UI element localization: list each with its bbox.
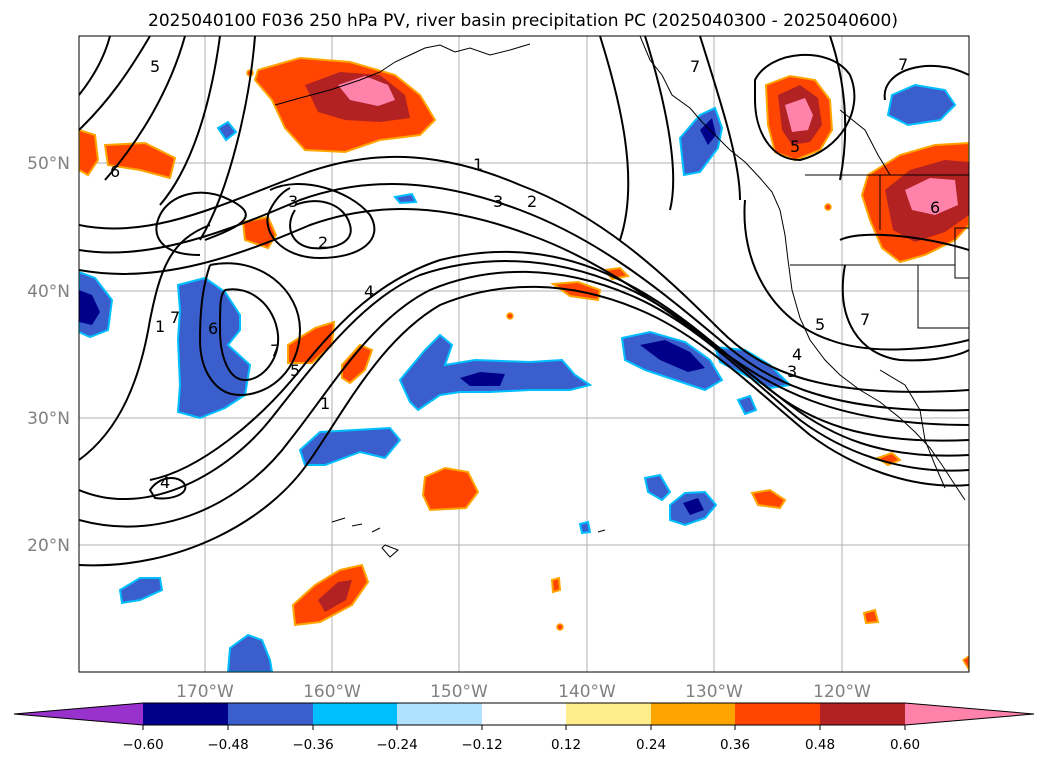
colorbar: −0.60 −0.48 −0.36 −0.24 −0.12 0.12 0.24 … [13, 702, 1035, 753]
coastlines [274, 36, 969, 558]
contour-label-7c: 7 [690, 57, 700, 76]
map-content: 1 3 2 3 2 4 5 6 1 7 6 7 5 1 4 7 5 7 6 5 … [79, 36, 969, 672]
colorbar-bin [566, 703, 651, 725]
colorbar-tick-label: −0.24 [376, 737, 417, 753]
contour-label-5b: 5 [290, 361, 300, 380]
contour-label-7e: 7 [860, 310, 870, 329]
contour-label-5c: 5 [790, 137, 800, 156]
colorbar-bin [397, 703, 482, 725]
lon-label-130: 130°W [685, 682, 743, 702]
lon-label-140: 140°W [558, 682, 616, 702]
negative-anomalies [79, 83, 957, 672]
lon-label-160: 160°W [303, 682, 361, 702]
contour-label-3a: 3 [493, 192, 503, 211]
colorbar-tick-label: −0.12 [461, 737, 502, 753]
colorbar-tick-label: 0.24 [636, 737, 666, 753]
colorbar-tick-label: 0.60 [890, 737, 920, 753]
colorbar-bin [143, 703, 228, 725]
contour-label-5a: 5 [150, 57, 160, 76]
contour-label-2b: 2 [318, 233, 328, 252]
colorbar-underflow [14, 703, 143, 725]
pv-contours [79, 36, 969, 567]
lat-label-30: 30°N [27, 409, 70, 429]
lon-label-120: 120°W [813, 682, 871, 702]
latitude-labels: 50°N 40°N 30°N 20°N [27, 154, 70, 556]
colorbar-bin [735, 703, 820, 725]
map-title: 2025040100 F036 250 hPa PV, river basin … [148, 11, 898, 31]
longitude-labels: 170°W 160°W 150°W 140°W 130°W 120°W [176, 682, 871, 702]
colorbar-tick-label: 0.36 [720, 737, 750, 753]
positive-anomalies [79, 56, 969, 672]
colorbar-bin [820, 703, 905, 725]
contour-label-7b: 7 [270, 341, 280, 360]
contour-label-1c: 1 [320, 394, 330, 413]
contour-label-1a: 1 [473, 155, 483, 174]
contour-label-1b: 1 [155, 317, 165, 336]
contour-label-3c: 3 [787, 362, 797, 381]
contour-label-4b: 4 [160, 473, 170, 492]
colorbar-overflow [905, 703, 1034, 725]
colorbar-tick-label: 0.12 [551, 737, 581, 753]
lat-label-50: 50°N [27, 154, 70, 174]
lon-label-170: 170°W [176, 682, 234, 702]
contour-labels: 1 3 2 3 2 4 5 6 1 7 6 7 5 1 4 7 5 7 6 5 … [110, 55, 940, 492]
contour-label-7d: 7 [898, 55, 908, 74]
lat-label-20: 20°N [27, 536, 70, 556]
colorbar-tick-label: 0.48 [805, 737, 835, 753]
colorbar-tick-label: −0.36 [292, 737, 333, 753]
lon-label-150: 150°W [430, 682, 488, 702]
colorbar-tick-label: −0.60 [122, 737, 163, 753]
map-frame [78, 35, 970, 673]
contour-label-4c: 4 [792, 345, 802, 364]
contour-label-7a: 7 [170, 308, 180, 327]
colorbar-tick-label: −0.48 [207, 737, 248, 753]
contour-label-6b: 6 [208, 319, 218, 338]
contour-label-6c: 6 [930, 198, 940, 217]
colorbar-bin [228, 703, 313, 725]
contour-label-4a: 4 [364, 282, 374, 301]
colorbar-bin [651, 703, 735, 725]
contour-label-3b: 3 [288, 192, 298, 211]
lat-label-40: 40°N [27, 282, 70, 302]
contour-label-2a: 2 [527, 192, 537, 211]
colorbar-bin [482, 703, 566, 725]
colorbar-bin [313, 703, 397, 725]
contour-label-6a: 6 [110, 162, 120, 181]
contour-label-5d: 5 [815, 315, 825, 334]
